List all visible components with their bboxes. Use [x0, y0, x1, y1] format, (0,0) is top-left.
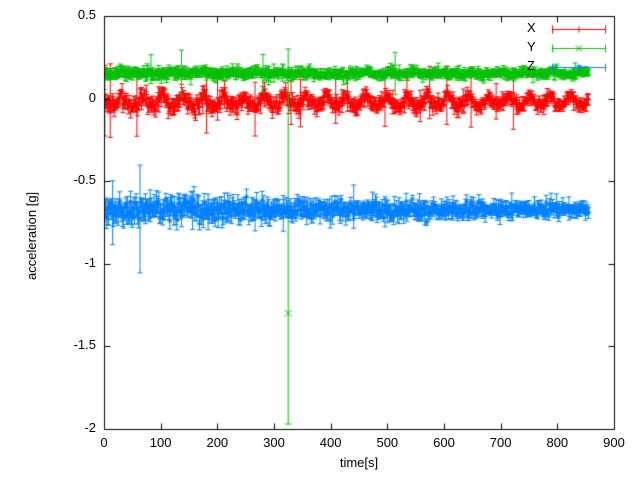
y-tick-label: -1.5 [73, 337, 96, 353]
legend-label-x: X [527, 20, 536, 35]
x-tick-label: 0 [100, 435, 108, 450]
x-tick-label: 300 [263, 435, 285, 450]
x-tick-label: 900 [603, 435, 625, 450]
x-tick-label: 100 [149, 435, 172, 450]
x-tick-label: 200 [206, 435, 229, 450]
x-axis-label: time[s] [339, 455, 379, 470]
y-tick-label: 0 [88, 89, 96, 105]
y-tick-label: -2 [84, 420, 96, 435]
x-tick-label: 600 [433, 435, 455, 450]
legend-label-y: Y [527, 39, 536, 54]
x-tick-label: 800 [546, 435, 569, 450]
y-tick-label: -0.5 [73, 172, 96, 188]
x-tick-label: 400 [319, 435, 342, 450]
x-tick-label: 500 [376, 435, 399, 450]
x-tick-label: 700 [489, 435, 512, 450]
y-tick-label: -1 [84, 254, 96, 270]
y-axis-label: acceleration [g] [24, 191, 39, 280]
legend-label-z: Z [527, 58, 535, 73]
y-tick-label: 0.5 [77, 7, 96, 22]
